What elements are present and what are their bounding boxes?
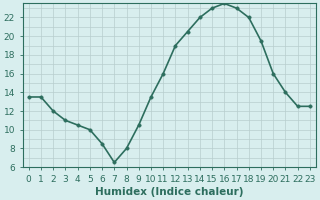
- X-axis label: Humidex (Indice chaleur): Humidex (Indice chaleur): [95, 187, 244, 197]
